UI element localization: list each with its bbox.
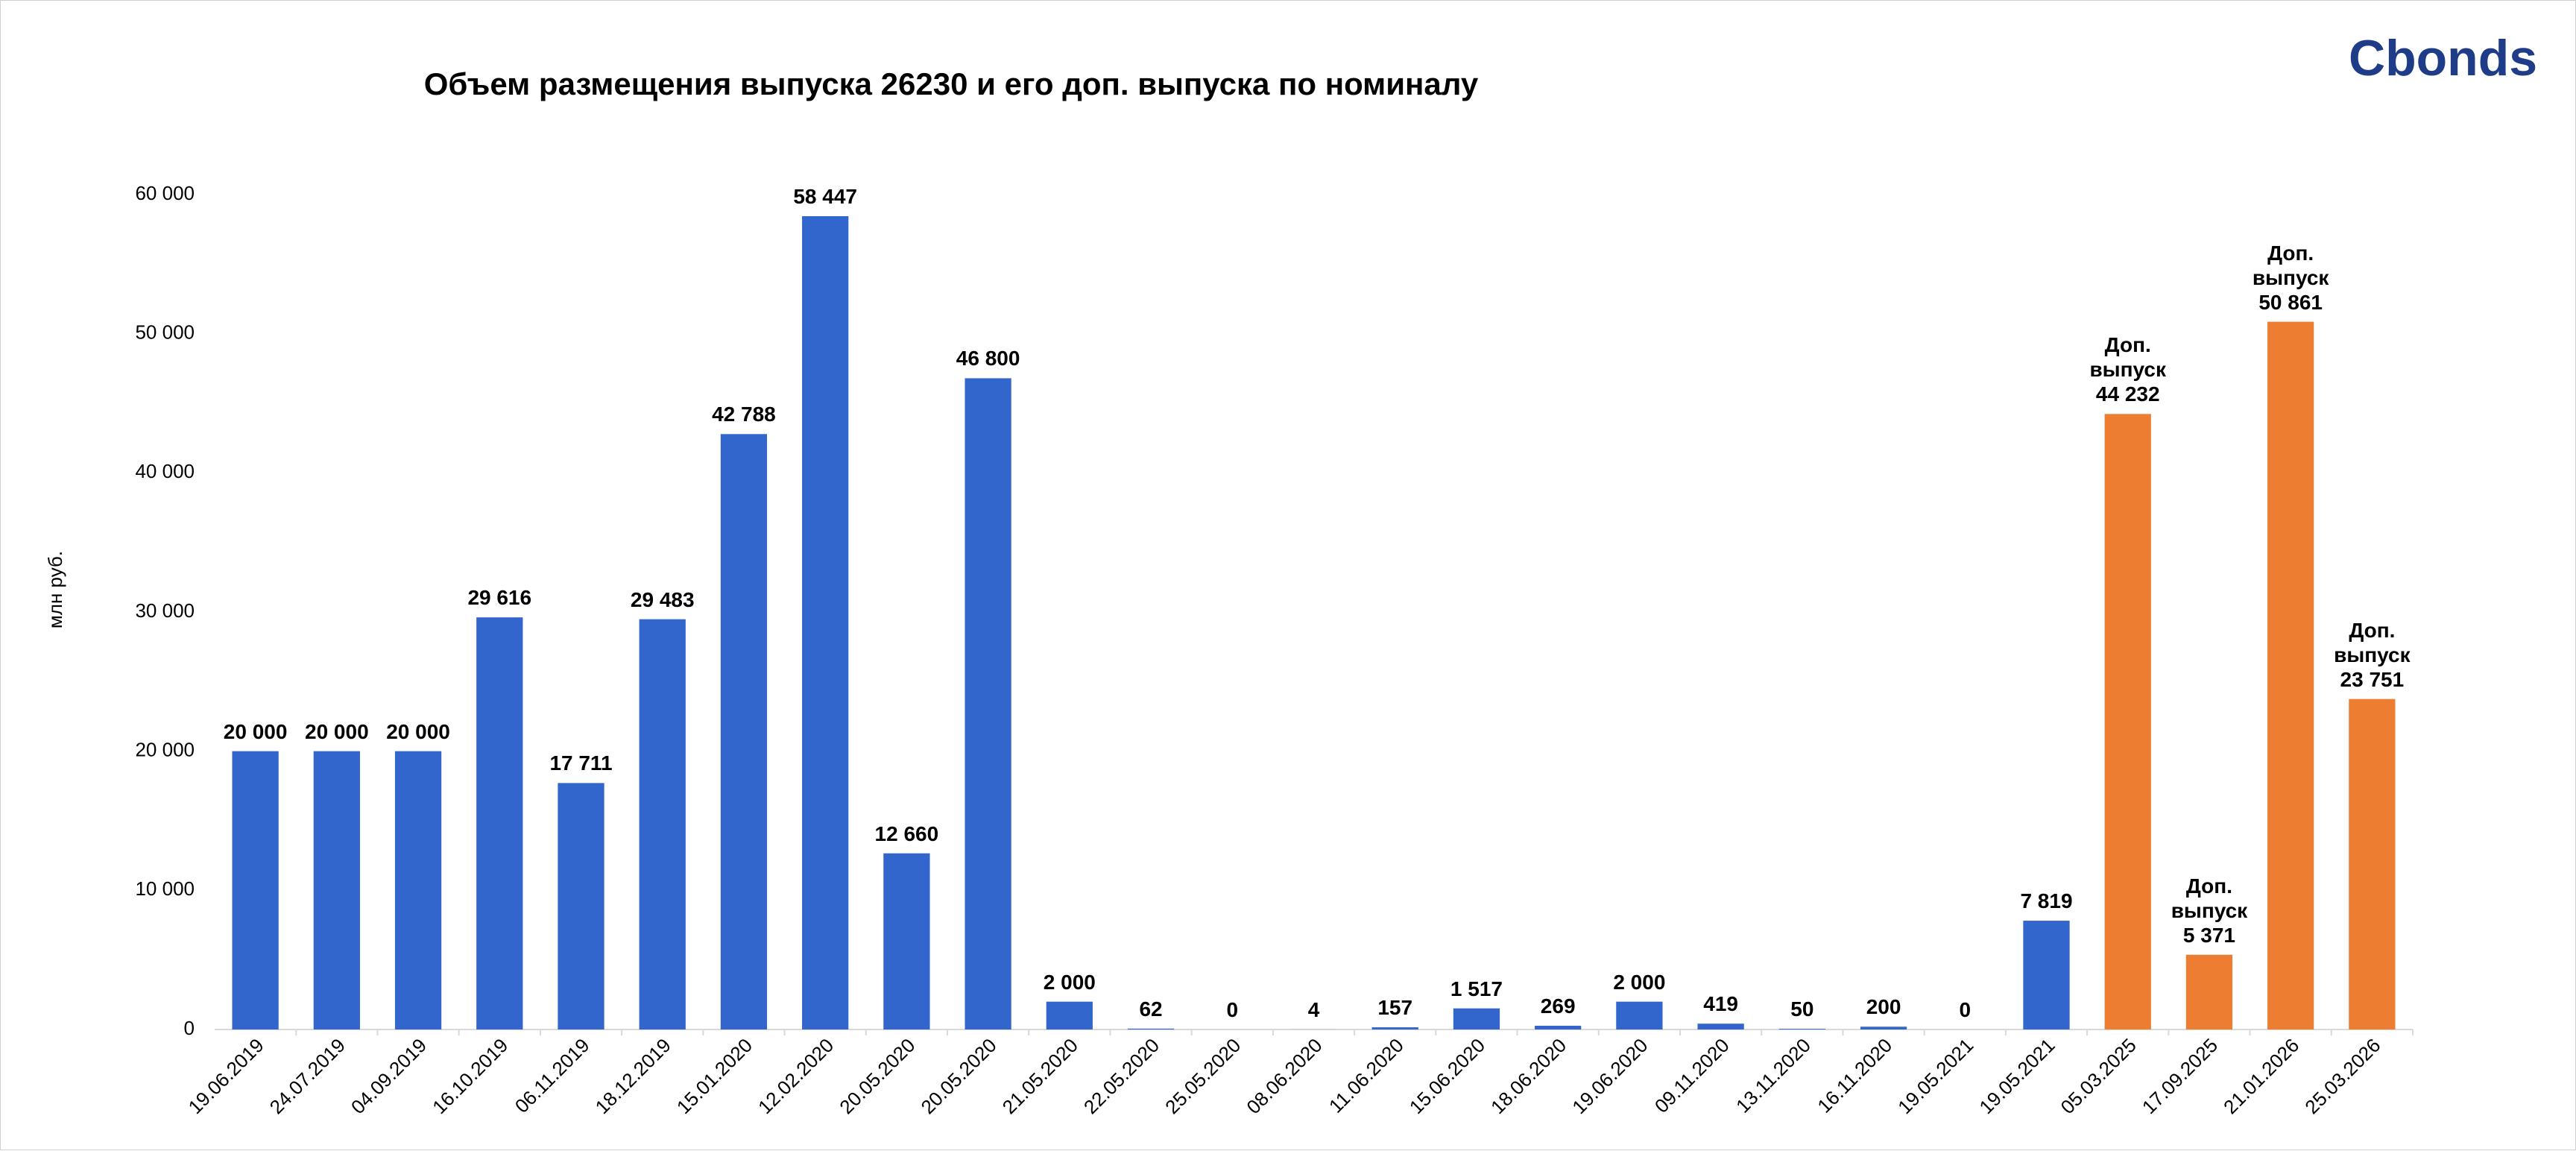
x-tick-label: 16.10.2019 [428,1034,512,1118]
bar [395,751,441,1029]
bar [1860,1027,1907,1029]
x-tick-label: 19.06.2019 [183,1034,268,1118]
y-tick-label: 60 000 [135,182,195,204]
x-tick-label: 11.06.2020 [1325,1034,1408,1117]
value-label: 29 616 [425,585,574,610]
x-tick-label: 19.05.2021 [1974,1034,2059,1118]
bar [1697,1024,1743,1029]
value-label: 2 000 [995,970,1144,994]
y-tick-label: 40 000 [135,460,195,482]
x-tick-label: 04.09.2019 [347,1034,431,1118]
x-tick-label: 22.05.2020 [1079,1034,1164,1118]
x-tick-label: 24.07.2019 [265,1034,350,1118]
x-tick-label: 12.02.2020 [754,1034,838,1118]
bar [1372,1027,1418,1029]
y-tick-label: 10 000 [135,877,195,900]
bar [232,751,278,1029]
value-label: 0 [1890,997,2039,1022]
x-tick-label: 20.05.2020 [835,1034,919,1118]
x-tick-label: 08.06.2020 [1242,1034,1326,1118]
bar [2349,699,2395,1029]
value-label: 46 800 [914,346,1063,370]
x-tick-label: 09.11.2020 [1650,1034,1734,1117]
value-label: 17 711 [507,751,656,775]
chart-title: Объем размещения выпуска 26230 и его доп… [424,66,1479,101]
x-tick-label: 18.06.2020 [1486,1034,1570,1118]
x-tick-label: 21.01.2026 [2219,1034,2303,1118]
x-tick-label: 25.03.2026 [2300,1034,2384,1118]
x-tick-label: 13.11.2020 [1731,1034,1815,1117]
bar [1535,1026,1581,1029]
bar [965,378,1011,1029]
bar [640,619,686,1029]
value-label: Доп. выпуск 5 371 [2135,874,2284,947]
bar [883,854,929,1029]
x-tick-label: 21.05.2020 [998,1034,1082,1118]
x-tick-label: 16.11.2020 [1813,1034,1896,1117]
value-label: Доп. выпуск 44 232 [2053,332,2203,406]
y-tick-label: 30 000 [135,599,195,622]
value-label: 58 447 [751,184,900,209]
value-label: 29 483 [588,587,737,612]
bar [476,617,523,1029]
bar [2186,955,2232,1029]
y-tick-label: 0 [184,1017,195,1039]
x-tick-label: 15.06.2020 [1405,1034,1489,1118]
x-tick-label: 15.01.2020 [672,1034,757,1118]
x-tick-label: 19.06.2020 [1568,1034,1652,1118]
x-tick-label: 25.05.2020 [1161,1034,1245,1118]
bar [721,434,767,1029]
value-label: 7 819 [1972,889,2121,913]
x-tick-label: 17.09.2025 [2138,1034,2222,1118]
x-tick-label: 19.05.2021 [1893,1034,1977,1118]
bar [802,216,848,1029]
logo: Cbonds [2349,30,2537,86]
bar [314,751,360,1029]
value-label: 269 [1483,994,1632,1018]
y-axis-label: млн руб. [44,551,66,628]
x-tick-label: 05.03.2025 [2056,1034,2141,1118]
x-tick-label: 06.11.2019 [511,1034,594,1117]
x-tick-label: 18.12.2019 [591,1034,675,1118]
value-label: Доп. выпуск 50 861 [2216,241,2365,315]
value-label: 2 000 [1565,970,1714,994]
value-label: Доп. выпуск 23 751 [2297,618,2446,692]
y-tick-label: 50 000 [135,321,195,344]
value-label: 12 660 [832,822,981,846]
x-tick-label: 20.05.2020 [916,1034,1000,1118]
bar [558,783,604,1029]
value-label: 42 788 [669,402,818,426]
value-label: 20 000 [344,719,493,744]
